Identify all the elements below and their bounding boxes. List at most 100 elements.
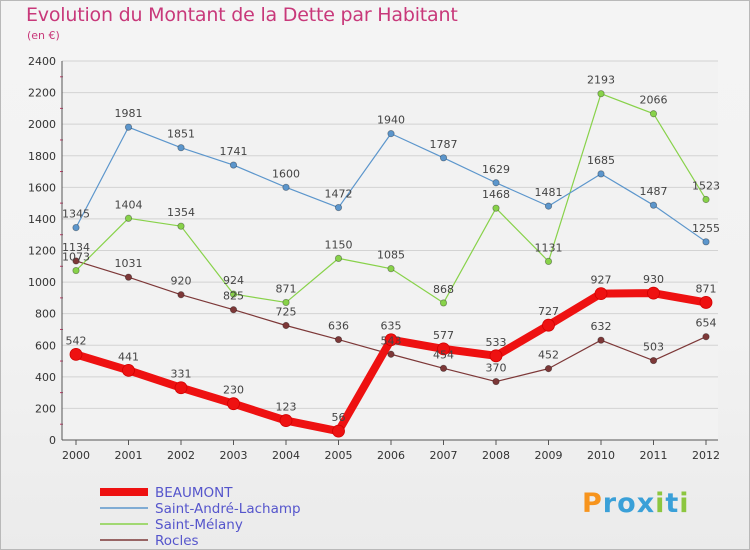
data-point <box>702 195 710 204</box>
data-point <box>439 299 448 307</box>
data-point <box>699 296 713 309</box>
data-label: 924 <box>223 274 244 287</box>
x-tick-label: 2009 <box>535 449 563 462</box>
data-point <box>492 204 500 212</box>
data-label: 543 <box>381 334 402 347</box>
legend-label: Saint-André-Lachamp <box>155 501 301 517</box>
data-label: 1787 <box>430 138 458 151</box>
data-point <box>387 130 395 138</box>
data-label: 1131 <box>535 241 563 254</box>
data-label: 1150 <box>325 238 353 251</box>
y-tick-label: 800 <box>35 308 56 321</box>
logo-letter: x <box>636 488 656 519</box>
data-point <box>177 291 185 299</box>
y-tick-label: 200 <box>35 402 56 415</box>
data-point <box>229 306 238 314</box>
data-point <box>282 321 290 330</box>
x-tick-label: 2005 <box>325 449 353 462</box>
data-label: 632 <box>591 320 612 333</box>
data-point <box>279 414 293 427</box>
y-tick-label: 0 <box>49 434 56 447</box>
data-point <box>702 333 710 341</box>
data-label: 1085 <box>377 249 405 262</box>
data-label: 56 <box>332 411 346 424</box>
data-label: 654 <box>696 317 717 330</box>
data-point <box>439 364 448 372</box>
data-point <box>229 161 238 169</box>
data-point <box>647 286 660 300</box>
legend-label: Rocles <box>155 533 199 549</box>
data-label: 1354 <box>167 206 195 219</box>
data-label: 636 <box>328 320 349 333</box>
data-label: 1523 <box>692 179 720 192</box>
y-tick-label: 1000 <box>28 276 56 289</box>
data-point <box>122 363 135 377</box>
data-label: 503 <box>643 341 664 354</box>
data-label: 441 <box>118 350 139 363</box>
data-label: 1134 <box>62 241 90 254</box>
logo-letter: P <box>582 488 603 519</box>
data-point <box>544 365 553 373</box>
data-label: 370 <box>486 362 507 375</box>
data-point <box>649 356 658 365</box>
data-label: 577 <box>433 329 454 342</box>
data-point <box>229 290 238 298</box>
data-point <box>542 318 555 332</box>
logo-letter: o <box>617 488 637 519</box>
data-label: 1404 <box>115 198 143 211</box>
data-label: 1031 <box>115 257 143 270</box>
data-point <box>649 201 658 209</box>
data-label: 1345 <box>62 208 90 221</box>
data-label: 542 <box>66 334 87 347</box>
data-label: 871 <box>696 282 717 295</box>
data-label: 1600 <box>272 167 300 180</box>
data-label: 1487 <box>640 185 668 198</box>
data-label: 1940 <box>377 114 405 127</box>
data-point <box>594 287 608 301</box>
data-point <box>544 202 553 210</box>
data-label: 1629 <box>482 163 510 176</box>
y-tick-label: 1200 <box>28 245 56 258</box>
data-label: 2193 <box>587 74 615 87</box>
data-label: 927 <box>591 274 612 287</box>
x-tick-label: 2012 <box>692 449 720 462</box>
data-point <box>282 298 290 307</box>
y-tick-label: 1400 <box>28 213 56 226</box>
data-point <box>544 257 553 265</box>
data-label: 1255 <box>692 222 720 235</box>
data-point <box>597 170 605 178</box>
x-tick-label: 2004 <box>272 449 300 462</box>
chart-title: Evolution du Montant de la Dette par Hab… <box>26 4 458 26</box>
data-label: 727 <box>538 305 559 318</box>
data-point <box>334 254 343 262</box>
data-label: 452 <box>538 349 559 362</box>
legend-label: Saint-Mélany <box>155 517 243 533</box>
data-label: 331 <box>171 368 192 381</box>
y-tick-label: 400 <box>35 371 56 384</box>
data-point <box>649 110 658 118</box>
data-point <box>174 381 188 395</box>
data-label: 454 <box>433 348 454 361</box>
data-point <box>332 424 345 438</box>
x-tick-label: 2011 <box>640 449 668 462</box>
data-label: 1981 <box>115 107 143 120</box>
data-point <box>124 273 133 281</box>
data-point <box>334 335 343 344</box>
data-point <box>439 154 448 162</box>
x-tick-label: 2010 <box>587 449 615 462</box>
data-point <box>489 349 503 363</box>
proxiti-logo: Proxiti <box>582 488 690 519</box>
data-label: 1073 <box>62 251 90 264</box>
data-label: 2066 <box>640 94 668 107</box>
x-tick-label: 2002 <box>167 449 195 462</box>
chart-subtitle: (en €) <box>27 29 60 42</box>
x-tick-label: 2007 <box>430 449 458 462</box>
data-point <box>384 333 398 347</box>
data-label: 230 <box>223 384 244 397</box>
data-label: 725 <box>276 306 297 319</box>
y-tick-label: 2200 <box>28 87 56 100</box>
data-label: 1468 <box>482 188 510 201</box>
data-label: 1472 <box>325 188 353 201</box>
logo-letter: i <box>655 488 666 519</box>
x-tick-label: 2003 <box>220 449 248 462</box>
